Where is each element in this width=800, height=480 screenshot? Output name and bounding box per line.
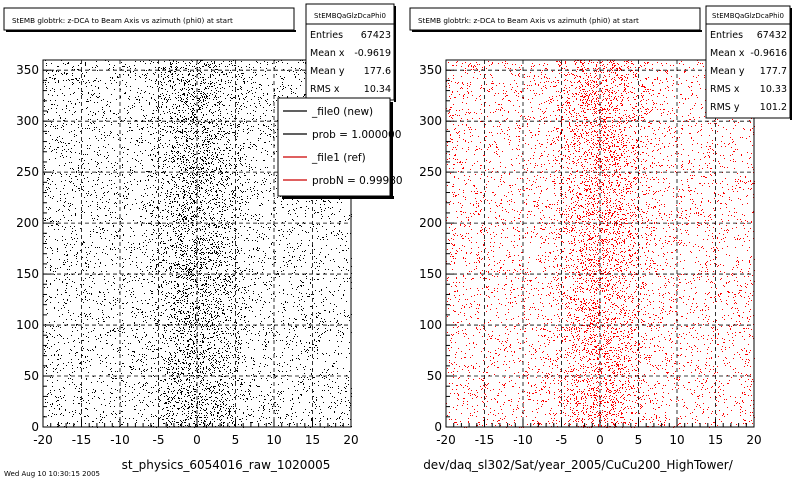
x-tick-label: 20 <box>343 433 358 447</box>
x-tick-label: 15 <box>708 433 723 447</box>
left-title-box: StEMB globtrk: z-DCA to Beam Axis vs azi… <box>3 7 296 32</box>
legend-label: _file0 (new) <box>311 106 373 118</box>
x-tick-label: 20 <box>746 433 761 447</box>
x-tick-label: 5 <box>232 433 240 447</box>
x-tick-label: -15 <box>72 433 92 447</box>
y-tick-label: 150 <box>16 267 39 281</box>
y-tick-label: 350 <box>16 63 39 77</box>
y-tick-label: 150 <box>419 267 442 281</box>
left-plot-area <box>42 59 352 428</box>
x-tick-label: -5 <box>556 433 568 447</box>
left-x-tick-labels: -20 -15 -10 -5 0 5 10 15 20 <box>33 433 358 447</box>
right-histogram-panel: StEMB globtrk: z-DCA to Beam Axis vs azi… <box>409 5 792 472</box>
y-tick-label: 50 <box>427 369 442 383</box>
stats-value: 67432 <box>757 30 787 41</box>
left-chart-title: StEMB globtrk: z-DCA to Beam Axis vs azi… <box>12 16 233 25</box>
y-tick-label: 250 <box>16 165 39 179</box>
x-tick-label: -10 <box>110 433 130 447</box>
stats-label: Entries <box>710 30 743 41</box>
x-tick-label: -5 <box>153 433 165 447</box>
right-x-tick-labels: -20 -15 -10 -5 0 5 10 15 20 <box>436 433 761 447</box>
left-stats-box: StEMBQaGlzDcaPhi0 Entries 67423 Mean x -0.9… <box>305 3 396 102</box>
stats-value: -0.9619 <box>354 48 391 59</box>
left-histogram-panel: StEMB globtrk: z-DCA to Beam Axis vs azi… <box>3 3 403 472</box>
footer-date: Wed Aug 10 10:30:15 2005 <box>4 470 100 478</box>
stats-label: Mean x <box>710 48 745 59</box>
left-y-tick-labels: 0 50 100 150 200 250 300 350 <box>16 63 39 434</box>
stats-value: 177.7 <box>760 66 787 77</box>
axis-ticks <box>42 59 352 428</box>
x-tick-label: 5 <box>635 433 643 447</box>
left-x-axis-label: st_physics_6054016_raw_1020005 <box>122 458 331 472</box>
stats-value: 67423 <box>361 30 391 41</box>
right-x-axis-label: dev/daq_sl302/Sat/year_2005/CuCu200_High… <box>423 458 734 472</box>
y-tick-label: 100 <box>419 318 442 332</box>
stats-label: Mean y <box>310 66 345 77</box>
x-tick-label: 10 <box>266 433 281 447</box>
y-tick-label: 200 <box>16 216 39 230</box>
stats-label: RMS y <box>710 102 740 113</box>
x-tick-label: -10 <box>513 433 533 447</box>
scatter-point <box>446 60 755 428</box>
stats-label: Mean x <box>310 48 345 59</box>
stats-label: RMS x <box>310 84 340 95</box>
right-stats-name: StEMBQaGlzDcaPhi0 <box>712 12 784 20</box>
y-tick-label: 300 <box>16 114 39 128</box>
scatter-points <box>446 60 755 428</box>
y-tick-label: 300 <box>419 114 442 128</box>
y-tick-label: 0 <box>31 420 39 434</box>
y-tick-label: 0 <box>434 420 442 434</box>
y-tick-label: 350 <box>419 63 442 77</box>
legend-label: prob = 1.000000 <box>312 129 401 141</box>
y-tick-label: 100 <box>16 318 39 332</box>
legend-label: probN = 0.99980 <box>312 175 403 187</box>
left-stats-rows: Entries 67423 Mean x -0.9619 Mean y 177.6 RMS … <box>310 30 391 95</box>
x-tick-label: 15 <box>305 433 320 447</box>
legend-entries: _file0 (new) prob = 1.000000 _file1 (ref) p… <box>283 106 403 187</box>
x-tick-label: -20 <box>436 433 456 447</box>
y-tick-label: 250 <box>419 165 442 179</box>
legend: _file0 (new) prob = 1.000000 _file1 (ref) p… <box>277 97 403 199</box>
grid-lines <box>43 60 351 427</box>
stats-value: 101.2 <box>760 102 787 113</box>
stats-label: Mean y <box>710 66 745 77</box>
right-stats-rows: Entries 67432 Mean x -0.9616 Mean y 177.7 RMS … <box>710 30 787 113</box>
x-tick-label: -15 <box>475 433 495 447</box>
right-chart-title: StEMB globtrk: z-DCA to Beam Axis vs azi… <box>418 16 639 25</box>
stats-label: RMS x <box>710 84 740 95</box>
right-plot-area <box>445 59 755 428</box>
x-tick-label: 0 <box>193 433 201 447</box>
right-stats-box: StEMBQaGlzDcaPhi0 Entries 67432 Mean x -0.9… <box>705 5 792 120</box>
x-tick-label: -20 <box>33 433 53 447</box>
stats-value: 177.6 <box>364 66 391 77</box>
legend-label: _file1 (ref) <box>311 152 366 164</box>
grid-lines <box>446 60 754 427</box>
stats-value: 10.33 <box>760 84 787 95</box>
stats-value: -0.9616 <box>750 48 787 59</box>
left-stats-name: StEMBQaGlzDcaPhi0 <box>314 12 386 20</box>
x-tick-label: 0 <box>596 433 604 447</box>
stats-value: 10.34 <box>364 84 391 95</box>
stats-label: Entries <box>310 30 343 41</box>
y-tick-label: 50 <box>24 369 39 383</box>
x-tick-label: 10 <box>669 433 684 447</box>
y-tick-label: 200 <box>419 216 442 230</box>
right-y-tick-labels: 0 50 100 150 200 250 300 350 <box>419 63 442 434</box>
right-title-box: StEMB globtrk: z-DCA to Beam Axis vs azi… <box>409 7 702 32</box>
axis-ticks <box>445 59 755 428</box>
